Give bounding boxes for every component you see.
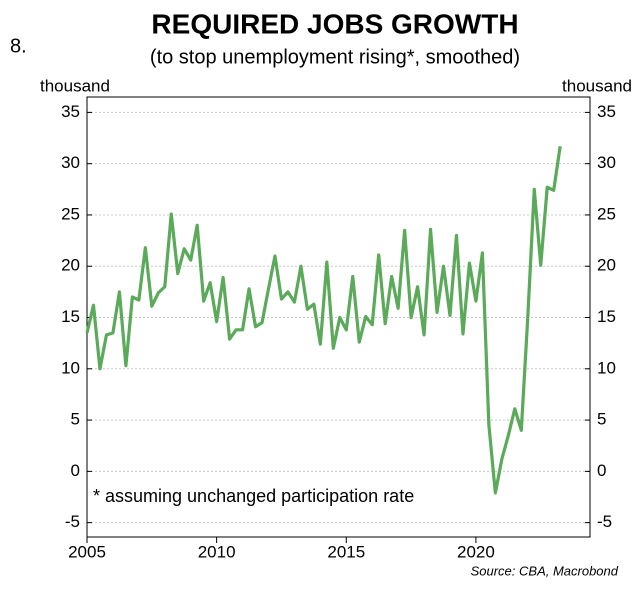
y-tick-label: 15 bbox=[61, 307, 80, 326]
y-tick-label: 0 bbox=[71, 461, 80, 480]
x-tick-label: 2015 bbox=[327, 542, 365, 561]
y-tick-label: 30 bbox=[61, 153, 80, 172]
y2-tick-label: 5 bbox=[597, 410, 606, 429]
y2-tick-label: 10 bbox=[597, 358, 616, 377]
data-line bbox=[85, 145, 562, 495]
y2-tick-label: 20 bbox=[597, 256, 616, 275]
chart-title: REQUIRED JOBS GROWTH bbox=[151, 8, 518, 39]
plot-frame bbox=[86, 96, 591, 538]
y-tick-label: 35 bbox=[61, 102, 80, 121]
y2-tick-label: 35 bbox=[597, 102, 616, 121]
y2-tick-label: 25 bbox=[597, 204, 616, 223]
x-tick-label: 2005 bbox=[68, 542, 106, 561]
y-tick-label: -5 bbox=[65, 512, 80, 531]
y-axis-label: thousand bbox=[40, 76, 110, 95]
y2-tick-label: 15 bbox=[597, 307, 616, 326]
y-tick-label: 10 bbox=[61, 358, 80, 377]
y2-tick-label: 0 bbox=[597, 461, 606, 480]
y-tick-label: 20 bbox=[61, 256, 80, 275]
y-tick-label: 25 bbox=[61, 204, 80, 223]
source: Source: CBA, Macrobond bbox=[471, 563, 619, 578]
chart-number: 8. bbox=[10, 35, 27, 57]
x-tick-label: 2020 bbox=[457, 542, 495, 561]
chart-subtitle: (to stop unemployment rising*, smoothed) bbox=[150, 46, 520, 68]
y2-axis-label: thousand bbox=[562, 76, 632, 95]
y2-tick-label: -5 bbox=[597, 512, 612, 531]
y-tick-label: 5 bbox=[71, 410, 80, 429]
y2-tick-label: 30 bbox=[597, 153, 616, 172]
x-tick-label: 2010 bbox=[198, 542, 236, 561]
annotation: * assuming unchanged participation rate bbox=[93, 486, 414, 506]
